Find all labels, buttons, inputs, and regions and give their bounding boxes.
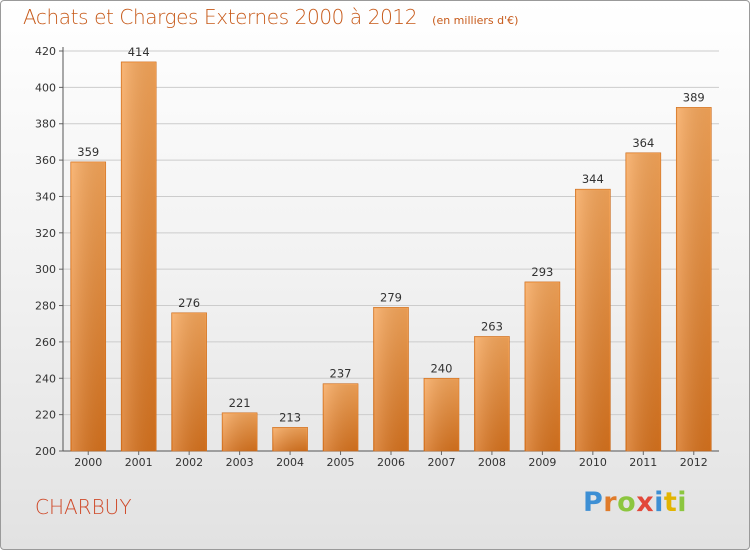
y-tick-label: 220 (35, 409, 56, 422)
logo-letter: i (677, 487, 688, 518)
bar-shade (324, 384, 358, 451)
bar-value-label: 389 (683, 90, 705, 104)
x-tick-label: 2012 (680, 456, 708, 469)
y-tick-label: 360 (35, 154, 56, 167)
bar-value-label: 240 (430, 361, 452, 375)
logo-letter: i (654, 487, 664, 518)
bar-value-label: 279 (380, 290, 402, 304)
logo-letter: r (603, 487, 618, 518)
bar-value-label: 276 (178, 296, 200, 310)
bar-value-label: 263 (481, 319, 503, 333)
y-tick-label: 280 (35, 300, 56, 313)
logo-letter: t (663, 487, 678, 518)
proxiti-logo: Proxiti (583, 487, 687, 518)
y-tick-label: 240 (35, 372, 56, 385)
y-tick-label: 380 (35, 118, 56, 131)
bar-shade (374, 308, 408, 451)
y-tick-label: 400 (35, 81, 56, 94)
value-labels: 359 414 276 221 213 237 279 240 263 293 344 364 389 (77, 45, 704, 424)
bar-shade (71, 162, 105, 451)
x-tick-label: 2005 (327, 456, 355, 469)
bar-value-label: 293 (531, 265, 553, 279)
bar-shade (576, 190, 610, 451)
bar-value-label: 213 (279, 410, 301, 424)
x-tick-label: 2009 (528, 456, 556, 469)
logo-letter: P (583, 487, 604, 518)
bar-shade (122, 62, 156, 452)
bar-shade (677, 108, 711, 451)
bar-value-label: 359 (77, 145, 99, 159)
bar-value-label: 414 (128, 45, 150, 59)
x-tick-label: 2008 (478, 456, 506, 469)
bar-shade (525, 282, 559, 451)
x-tick-label: 2003 (226, 456, 254, 469)
y-tick-label: 300 (35, 263, 56, 276)
x-tick-label: 2004 (276, 456, 304, 469)
x-tick-label: 2011 (629, 456, 657, 469)
bar-shade (475, 337, 509, 451)
chart-title: Achats et Charges Externes 2000 à 2012 (23, 5, 418, 29)
x-tick-label: 2002 (175, 456, 203, 469)
y-tick-label: 340 (35, 190, 56, 203)
bar-shade (172, 313, 206, 451)
bar-value-label: 237 (330, 367, 352, 381)
x-tick-label: 2007 (427, 456, 455, 469)
y-tick-label: 200 (35, 445, 56, 458)
bar-shade (424, 379, 458, 451)
bar-shade (223, 413, 257, 451)
bars (70, 61, 712, 452)
logo-letter: o (617, 487, 637, 518)
y-tick-label: 260 (35, 336, 56, 349)
chart-subtitle: (en milliers d'€) (432, 14, 519, 27)
commune-name: CHARBUY (35, 495, 132, 519)
bar-shade (626, 153, 660, 451)
chart-header: Achats et Charges Externes 2000 à 2012 (… (23, 5, 518, 29)
x-tick-label: 2001 (125, 456, 153, 469)
bar-shade (273, 428, 307, 451)
y-tick-label: 320 (35, 227, 56, 240)
y-tick-label: 420 (35, 45, 56, 58)
x-tick-label: 2006 (377, 456, 405, 469)
x-tick-label: 2000 (74, 456, 102, 469)
logo-letter: x (636, 487, 655, 518)
bar-value-label: 221 (229, 396, 251, 410)
x-tick-label: 2010 (579, 456, 607, 469)
bar-value-label: 344 (582, 172, 604, 186)
bar-value-label: 364 (632, 136, 654, 150)
